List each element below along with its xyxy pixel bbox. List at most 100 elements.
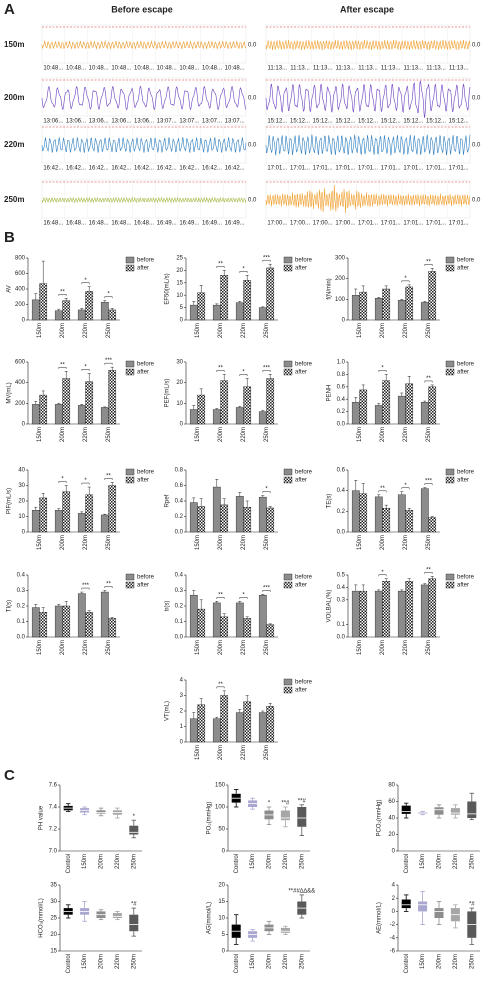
y-tick-label: 25	[50, 916, 57, 922]
significance-bracket	[239, 271, 248, 273]
time-tick-label: 16:42...	[89, 166, 109, 172]
significance-label: *	[404, 483, 407, 489]
x-tick-label: 220m	[283, 854, 289, 869]
bar	[189, 594, 198, 638]
time-tick-label: 10:48...	[43, 66, 63, 72]
x-tick-label: 220m	[241, 323, 247, 338]
x-tick-label: 220m	[241, 745, 247, 760]
error-bar	[199, 285, 203, 293]
time-tick-label: 11:13...	[426, 66, 446, 72]
legend-label: before	[457, 258, 475, 264]
y-tick-label: 1.0	[337, 360, 346, 366]
significance-bracket	[378, 490, 387, 493]
bar	[235, 602, 244, 638]
y-tick-label: 0.1	[175, 619, 184, 625]
bar	[405, 383, 414, 425]
time-tick-label: 15:12...	[358, 119, 378, 125]
bar	[243, 701, 252, 743]
legend-label: before	[137, 470, 155, 476]
legend-label: after	[137, 583, 149, 589]
y-tick-label: 0	[392, 849, 396, 855]
time-tick-label: 13:07...	[157, 119, 177, 125]
y-tick-label: 0.4	[337, 397, 346, 403]
bar	[108, 370, 117, 425]
y-axis-label: PENH	[327, 385, 333, 402]
x-tick-label: 200m	[60, 427, 66, 442]
significance-bracket	[424, 264, 433, 266]
significance-bracket	[104, 296, 113, 299]
x-tick-label: 150m	[37, 427, 43, 442]
significance-bracket	[424, 380, 433, 383]
significance-bracket	[81, 482, 90, 485]
bar	[77, 309, 86, 321]
y-tick-label: 0	[22, 530, 26, 536]
y-tick-label: 0.2	[175, 514, 184, 520]
significance-label: *	[242, 370, 245, 376]
bar	[189, 718, 198, 743]
error-bar	[354, 288, 358, 296]
y-axis-label: PCO₂(mmHg)	[377, 800, 383, 837]
y-tick-label: 0.3	[337, 597, 346, 603]
error-bar	[87, 610, 91, 613]
error-bar	[222, 613, 226, 617]
y-tick-label: 30	[176, 360, 183, 366]
annotation: **##∆∆&&	[288, 887, 315, 894]
y-axis-label: PEF(mL/s)	[165, 379, 171, 408]
annotation: *	[133, 814, 136, 820]
legend-label: after	[295, 370, 307, 376]
y-tick-label: 20	[176, 268, 183, 274]
significance-bracket	[262, 491, 271, 494]
bar	[235, 407, 244, 425]
x-tick-label: 250m	[106, 640, 112, 655]
error-bar	[400, 589, 404, 592]
time-tick-label: 10:48...	[66, 66, 86, 72]
error-bar	[215, 303, 219, 306]
significance-bracket	[262, 370, 271, 372]
error-bar	[87, 286, 91, 292]
error-bar	[41, 493, 45, 498]
x-tick-label: 200m	[437, 854, 443, 869]
bar	[54, 404, 63, 425]
time-tick-label: 16:42...	[134, 166, 154, 172]
row-label: 150m	[4, 40, 24, 49]
time-tick-label: 17:00...	[335, 221, 355, 227]
error-bar	[222, 374, 226, 381]
time-tick-label: 15:12...	[426, 119, 446, 125]
error-bar	[192, 590, 196, 596]
error-bar	[407, 376, 411, 384]
time-tick-label: 17:01...	[403, 221, 423, 227]
bar	[405, 286, 414, 321]
error-bar	[110, 482, 114, 486]
significance-label: *	[61, 477, 64, 483]
time-tick-label: 11:13...	[449, 66, 469, 72]
x-tick-label: 250m	[264, 535, 270, 550]
time-tick-label: 15:12...	[449, 119, 469, 125]
bar	[108, 485, 117, 533]
time-tick-label: 13:07...	[179, 119, 199, 125]
x-tick-label: Control	[234, 954, 240, 973]
annotation: **#	[298, 798, 307, 804]
error-bar	[41, 390, 45, 396]
bar	[220, 504, 229, 533]
y-tick-label: 0.4	[337, 585, 346, 591]
y-tick-label: 10	[176, 293, 183, 299]
legend-label: before	[295, 575, 313, 581]
error-bar	[430, 384, 434, 387]
y-tick-label: 0.2	[337, 409, 346, 415]
y-tick-label: 30	[50, 899, 57, 905]
bar	[382, 288, 391, 321]
error-bar	[199, 388, 203, 396]
time-tick-label: 17:00...	[313, 221, 333, 227]
significance-bracket	[58, 294, 67, 296]
y-tick-label: -6	[390, 949, 396, 955]
y-tick-label: 10	[18, 514, 25, 520]
bar	[220, 275, 229, 321]
x-tick-label: 150m	[195, 745, 201, 760]
annotation: **#	[281, 801, 290, 807]
y-tick-label: 100	[215, 805, 226, 811]
x-tick-label: 200m	[60, 640, 66, 655]
y-axis-label: PO₂(mmHg)	[207, 802, 213, 835]
time-tick-label: 10:48...	[157, 66, 177, 72]
error-bar	[245, 695, 249, 702]
y-tick-label: 0.0	[175, 530, 184, 536]
